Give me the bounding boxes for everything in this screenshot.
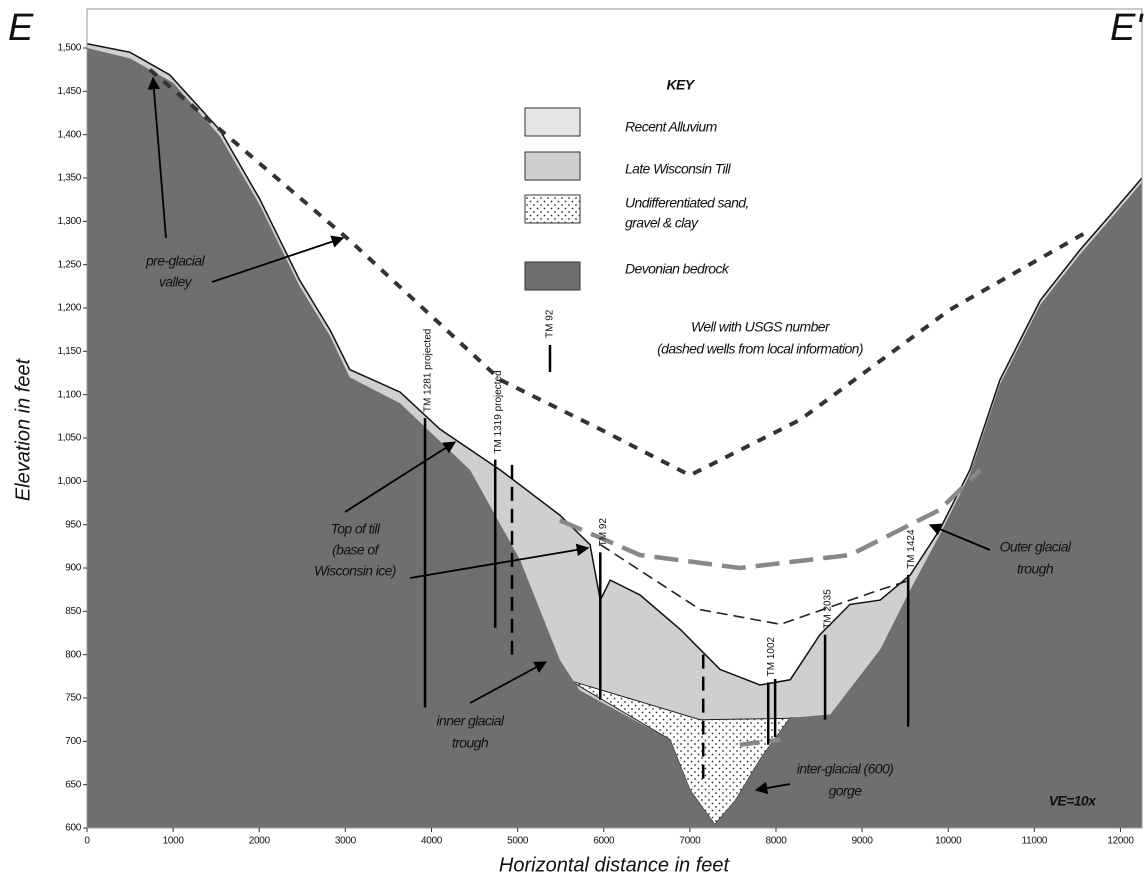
y-tick-label: 700 (65, 736, 82, 747)
key-swatch (524, 194, 581, 224)
key-label: Well with USGS number (691, 319, 831, 335)
annotation: valley (159, 274, 193, 290)
arrow (409, 543, 590, 579)
x-tick-label: 0 (84, 836, 90, 847)
bedrock (87, 48, 1142, 828)
y-tick-label: 1,150 (57, 346, 81, 357)
y-tick-label: 1,450 (57, 86, 81, 97)
y-tick-label: 600 (65, 823, 82, 834)
key-well-label: TM 92 (545, 309, 556, 338)
annotation: inter-glacial (600) (797, 761, 894, 777)
key-label: Undifferentiated sand, (625, 195, 749, 211)
key-title: KEY (667, 77, 696, 93)
y-tick-label: 1,200 (57, 303, 81, 314)
key-swatch (524, 261, 581, 291)
x-tick-label: 7000 (679, 836, 701, 847)
x-axis-label: Horizontal distance in feet (499, 854, 731, 876)
ground-line (87, 42, 1142, 686)
y-tick-label: 750 (65, 693, 82, 704)
annotation: Wisconsin ice) (314, 563, 396, 579)
x-tick-label: 4000 (421, 836, 443, 847)
key: KEY Recent Alluvium Late Wisconsin Till … (524, 77, 863, 372)
annotation: trough (1017, 561, 1054, 577)
y-tick-label: 950 (65, 519, 82, 530)
arrow (147, 76, 167, 239)
y-tick-label: 1,250 (57, 259, 81, 270)
x-tick-label: 5000 (507, 836, 529, 847)
annotation: Top of till (331, 521, 381, 537)
x-tick-label: 12000 (1107, 836, 1134, 847)
y-tick-label: 1,050 (57, 433, 81, 444)
annotation: trough (452, 735, 489, 751)
annotation: Outer glacial (1000, 539, 1072, 555)
y-tick-label: 1,400 (57, 129, 81, 140)
y-axis-label: Elevation in feet (12, 357, 34, 501)
well-label: TM 1424 (906, 529, 917, 569)
annotation: (base of (332, 542, 380, 558)
x-tick-label: 11000 (1022, 836, 1048, 847)
ve-label: VE=10x (1049, 793, 1097, 809)
y-tick-label: 1,000 (57, 476, 81, 487)
pre-glacial-valley (148, 68, 1092, 478)
x-tick-label: 2000 (249, 836, 271, 847)
well-label: TM 1319 projected (493, 370, 504, 453)
key-swatch (524, 151, 581, 181)
y-tick-label: 1,100 (57, 389, 81, 400)
y-tick-label: 1,300 (57, 216, 81, 227)
well-label: TM 92 (598, 518, 609, 547)
x-tick-label: 1000 (163, 836, 185, 847)
x-tick-label: 8000 (765, 836, 787, 847)
well-label: TM 1002 (766, 636, 777, 676)
key-label: gravel & clay (625, 215, 699, 231)
key-label: (dashed wells from local information) (657, 341, 863, 357)
y-tick-label: 1,350 (57, 173, 81, 184)
y-tick-label: 1,500 (57, 43, 81, 54)
arrow (928, 523, 991, 551)
key-label: Devonian bedrock (625, 261, 730, 277)
annotation: inner glacial (437, 713, 505, 729)
outer-glacial-trough (558, 468, 982, 571)
arrow (344, 441, 457, 513)
well-label: TM 2035 (823, 589, 834, 629)
annotation: gorge (829, 783, 863, 799)
inter-glacial-gorge (739, 737, 781, 748)
x-tick-label: 9000 (852, 836, 874, 847)
key-label: Late Wisconsin Till (625, 161, 732, 177)
arrow (754, 781, 791, 795)
key-swatch (524, 107, 581, 137)
y-tick-label: 800 (65, 649, 82, 660)
inner-glacial-trough (599, 543, 911, 626)
annotation: pre-glacial (145, 253, 205, 269)
key-label: Recent Alluvium (625, 119, 718, 135)
arrow (469, 661, 548, 704)
plot-area (87, 42, 1142, 828)
well-label: TM 1281 projected (423, 329, 434, 412)
y-tick-label: 900 (65, 563, 82, 574)
x-tick-label: 10000 (935, 836, 962, 847)
annotations: pre-glacial valley Top of till (base of … (145, 76, 1098, 809)
x-tick-label: 3000 (335, 836, 357, 847)
plot-frame (86, 8, 1143, 829)
y-tick-label: 850 (65, 606, 82, 617)
x-tick-label: 6000 (593, 836, 615, 847)
section-start: E (8, 7, 34, 49)
section-end: E' (1110, 7, 1144, 49)
arrow (211, 235, 345, 283)
y-tick-label: 650 (65, 779, 82, 790)
